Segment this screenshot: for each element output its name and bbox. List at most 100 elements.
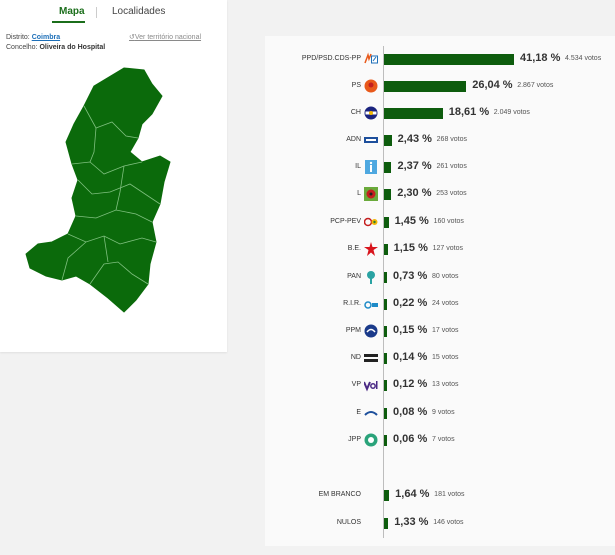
- ver-territorio-label: Ver território nacional: [134, 34, 202, 41]
- percentage-label: 26,04 %: [472, 79, 513, 91]
- result-row-vp[interactable]: VP 0,12 % 13 votos: [265, 378, 615, 394]
- percentage-label: 2,37 %: [397, 160, 432, 172]
- result-row-nulos[interactable]: NULOS 1,33 % 146 votos: [265, 516, 615, 532]
- result-row-ppd-psd-cds-pp[interactable]: PPD/PSD.CDS-PP 41,18 % 4.534 votos: [265, 52, 615, 68]
- votes-label: 13 votos: [432, 381, 459, 388]
- result-bar: [384, 408, 387, 419]
- result-bar: [384, 162, 392, 173]
- result-row-pcp-pev[interactable]: PCP-PEV 1,45 % 160 votos: [265, 215, 615, 231]
- pcp-pev-logo-icon: [364, 215, 378, 229]
- ppm-logo-icon: [364, 324, 378, 338]
- tab-divider: [96, 7, 97, 18]
- party-name: VP: [351, 381, 361, 388]
- percentage-label: 0,15 %: [393, 324, 428, 336]
- adn-logo-icon: [364, 133, 378, 147]
- votes-label: 80 votos: [432, 273, 459, 280]
- result-row-be[interactable]: B.E. 1,15 % 127 votos: [265, 242, 615, 258]
- result-bar: [384, 490, 390, 501]
- concelho-label: Concelho:: [6, 44, 38, 51]
- be-logo-icon: [364, 242, 378, 256]
- result-row-nd[interactable]: ND 0,14 % 15 votos: [265, 351, 615, 367]
- tab-localidades[interactable]: Localidades: [112, 6, 166, 17]
- party-name: PPD/PSD.CDS-PP: [301, 55, 361, 62]
- votes-label: 253 votos: [436, 190, 467, 197]
- result-row-ps[interactable]: PS 26,04 % 2.867 votos: [265, 79, 615, 95]
- result-bar: [384, 108, 443, 119]
- party-name: ADN: [346, 136, 361, 143]
- party-name: PAN: [347, 273, 361, 280]
- percentage-label: 1,64 %: [395, 488, 430, 500]
- votes-label: 7 votos: [432, 436, 455, 443]
- concelho-map[interactable]: [24, 66, 194, 316]
- ps-logo-icon: [364, 79, 378, 93]
- votes-label: 261 votos: [436, 163, 467, 170]
- result-bar: [384, 217, 389, 228]
- result-row-rir[interactable]: R.I.R. 0,22 % 24 votos: [265, 297, 615, 313]
- percentage-label: 0,22 %: [393, 297, 428, 309]
- party-name: R.I.R.: [343, 300, 361, 307]
- tab-mapa[interactable]: Mapa: [59, 6, 85, 17]
- percentage-label: 18,61 %: [448, 106, 490, 118]
- party-name: L: [357, 190, 361, 197]
- percentage-label: 2,43 %: [397, 133, 432, 145]
- percentage-label: 0,12 %: [393, 378, 428, 390]
- votes-label: 4.534 votos: [565, 55, 602, 62]
- votes-label: 160 votos: [433, 218, 464, 225]
- result-row-e[interactable]: E 0,08 % 9 votos: [265, 406, 615, 422]
- result-bar: [384, 518, 389, 529]
- result-row-il[interactable]: IL 2,37 % 261 votos: [265, 160, 615, 176]
- result-bar: [384, 326, 387, 337]
- parish-boundaries: [61, 105, 161, 285]
- jpp-logo-icon: [364, 433, 378, 447]
- volt-logo-icon: [364, 378, 378, 392]
- distrito-link[interactable]: Coimbra: [31, 34, 61, 41]
- percentage-label: 0,06 %: [393, 433, 428, 445]
- concelho-line: Concelho: Oliveira do Hospital: [6, 44, 105, 51]
- concelho-value: Oliveira do Hospital: [39, 44, 106, 51]
- rir-logo-icon: [364, 297, 378, 311]
- percentage-label: 1,33 %: [394, 516, 429, 528]
- ver-territorio-nacional-link[interactable]: ↺Ver território nacional: [129, 33, 201, 41]
- livre-logo-icon: [364, 187, 378, 201]
- result-bar: [384, 54, 514, 65]
- percentage-label: 1,45 %: [394, 215, 429, 227]
- category-name: EM BRANCO: [318, 491, 361, 498]
- ch-logo-icon: [364, 106, 378, 120]
- result-row-l[interactable]: L 2,30 % 253 votos: [265, 187, 615, 203]
- percentage-label: 2,30 %: [397, 187, 432, 199]
- ppd-psd-cds-logo-icon: [364, 52, 378, 66]
- result-row-ppm[interactable]: PPM 0,15 % 17 votos: [265, 324, 615, 340]
- percentage-label: 0,14 %: [393, 351, 428, 363]
- view-tabs: Mapa Localidades: [0, 6, 227, 23]
- party-name: ND: [350, 354, 361, 361]
- votes-label: 15 votos: [432, 354, 459, 361]
- percentage-label: 1,15 %: [393, 242, 428, 254]
- party-name: B.E.: [347, 245, 361, 252]
- result-row-pan[interactable]: PAN 0,73 % 80 votos: [265, 270, 615, 286]
- result-bar: [384, 244, 388, 255]
- bar-chart-axis: [383, 46, 384, 538]
- result-bar: [384, 189, 392, 200]
- votes-label: 2.867 votos: [517, 82, 554, 89]
- votes-label: 2.049 votos: [493, 109, 530, 116]
- result-row-em-branco[interactable]: EM BRANCO 1,64 % 181 votos: [265, 488, 615, 504]
- votes-label: 17 votos: [432, 327, 459, 334]
- result-bar: [384, 272, 387, 283]
- nd-logo-icon: [364, 351, 378, 365]
- result-bar: [384, 435, 387, 446]
- result-row-jpp[interactable]: JPP 0,06 % 7 votos: [265, 433, 615, 449]
- result-row-ch[interactable]: CH 18,61 % 2.049 votos: [265, 106, 615, 122]
- party-name: E: [356, 409, 361, 416]
- party-name: JPP: [348, 436, 361, 443]
- back-arrow-icon: ↺: [129, 34, 135, 41]
- concelho-shape[interactable]: [25, 67, 171, 313]
- il-logo-icon: [364, 160, 378, 174]
- votes-label: 268 votos: [436, 136, 468, 143]
- result-row-adn[interactable]: ADN 2,43 % 268 votos: [265, 133, 615, 149]
- ergue-te-logo-icon: [364, 406, 378, 420]
- distrito-line: Distrito: Coimbra: [6, 34, 60, 41]
- votes-label: 127 votos: [432, 245, 463, 252]
- percentage-label: 0,08 %: [393, 406, 428, 418]
- category-name: NULOS: [336, 519, 361, 526]
- result-bar: [384, 299, 387, 310]
